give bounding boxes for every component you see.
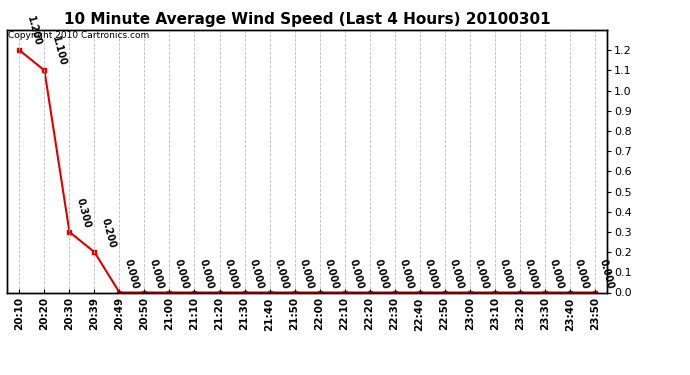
Text: 0.000: 0.000 (247, 257, 265, 290)
Text: 0.000: 0.000 (598, 257, 615, 290)
Text: 0.000: 0.000 (297, 257, 315, 290)
Title: 10 Minute Average Wind Speed (Last 4 Hours) 20100301: 10 Minute Average Wind Speed (Last 4 Hou… (63, 12, 551, 27)
Text: 0.000: 0.000 (547, 257, 565, 290)
Text: 1.100: 1.100 (50, 35, 68, 68)
Text: 0.000: 0.000 (397, 257, 415, 290)
Text: 0.000: 0.000 (172, 257, 190, 290)
Text: 0.000: 0.000 (573, 257, 590, 290)
Text: 0.200: 0.200 (100, 217, 117, 249)
Text: 0.000: 0.000 (373, 257, 390, 290)
Text: 0.000: 0.000 (473, 257, 490, 290)
Text: 1.200: 1.200 (25, 15, 43, 47)
Text: Copyright 2010 Cartronics.com: Copyright 2010 Cartronics.com (8, 32, 149, 40)
Text: 0.000: 0.000 (147, 257, 165, 290)
Text: 0.000: 0.000 (522, 257, 540, 290)
Text: 0.000: 0.000 (322, 257, 340, 290)
Text: 0.000: 0.000 (422, 257, 440, 290)
Text: 0.000: 0.000 (447, 257, 465, 290)
Text: 0.000: 0.000 (122, 257, 140, 290)
Text: 0.000: 0.000 (197, 257, 215, 290)
Text: 0.300: 0.300 (75, 197, 92, 229)
Text: 0.000: 0.000 (497, 257, 515, 290)
Text: 0.000: 0.000 (273, 257, 290, 290)
Text: 0.000: 0.000 (347, 257, 365, 290)
Text: 0.000: 0.000 (222, 257, 240, 290)
